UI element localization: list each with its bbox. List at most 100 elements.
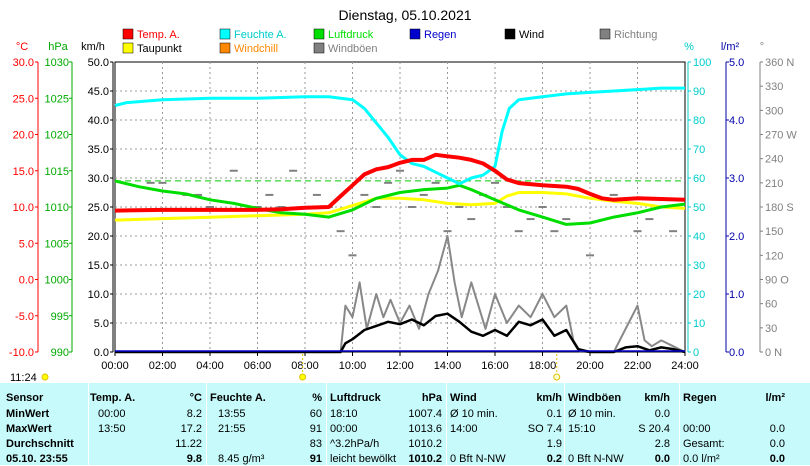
direction-point bbox=[467, 218, 476, 221]
weather-chart: Dienstag, 05.10.2021 Temp. A. Feuchte A. L… bbox=[9, 7, 797, 383]
wind-axis-tick-label: 35.0 bbox=[88, 144, 109, 156]
direction-point bbox=[586, 254, 594, 257]
direction-axis-tick-label: 120 bbox=[765, 250, 783, 262]
direction-point bbox=[372, 206, 381, 208]
table-header-unit-6: l/m² bbox=[765, 392, 785, 404]
direction-axis-tick-label: 0 N bbox=[765, 347, 782, 359]
table-column-separator bbox=[326, 383, 327, 465]
direction-point bbox=[431, 181, 440, 184]
direction-axis-tick-label: 210 bbox=[765, 178, 783, 190]
legend-swatch-5 bbox=[599, 28, 611, 40]
humidity-axis-tick-label: 10 bbox=[693, 318, 705, 330]
x-tick-label: 18:00 bbox=[529, 360, 557, 372]
legend: Temp. A. Feuchte A. Luftdruck Regen Wind Rich… bbox=[122, 28, 657, 55]
humidity-axis-tick-label: 60 bbox=[693, 173, 705, 185]
pressure-axis-tick-label: 1010 bbox=[45, 202, 69, 214]
table-cell-aux: 00:00 bbox=[98, 408, 126, 420]
direction-point bbox=[562, 218, 571, 221]
table-column-separator bbox=[446, 383, 447, 465]
series-wind bbox=[115, 312, 686, 354]
table-cell-value: 0.0 bbox=[654, 453, 670, 465]
pressure-axis-tick-label: 1025 bbox=[45, 93, 69, 105]
direction-point bbox=[633, 230, 642, 233]
legend-swatch-2 bbox=[313, 28, 325, 40]
stats-table: Sensor Temp. A. °C Feuchte A.% Luftdruck hPa W… bbox=[0, 383, 810, 465]
sun-marker bbox=[553, 373, 561, 381]
x-tick-label: 12:00 bbox=[386, 360, 414, 372]
direction-point bbox=[265, 193, 274, 196]
table-cell-value: 1010.2 bbox=[408, 438, 442, 450]
temp-axis-tick-label: 30.0 bbox=[13, 57, 34, 69]
table-header-unit-4: km/h bbox=[536, 392, 562, 404]
humidity-axis-tick-label: 50 bbox=[693, 202, 705, 214]
legend-label-4: Wind bbox=[519, 29, 544, 41]
time-markers bbox=[41, 354, 561, 381]
rain-axis-tick-label: 2.0 bbox=[729, 231, 744, 243]
table-cell-aux: 00:00 bbox=[330, 423, 358, 435]
direction-point bbox=[407, 206, 416, 208]
temp-axis-tick-label: 10.0 bbox=[13, 202, 34, 214]
axis-unit-pressure: hPa bbox=[48, 41, 68, 53]
table-row-label: MinWert bbox=[6, 408, 50, 420]
now-label: 11:24 bbox=[10, 372, 37, 383]
wind-axis-tick-label: 15.0 bbox=[88, 260, 109, 272]
x-tick-label: 08:00 bbox=[291, 360, 319, 372]
table-cell-value: SO 7.4 bbox=[527, 423, 562, 435]
x-tick-label: 10:00 bbox=[339, 360, 367, 372]
wind-axis-tick-label: 5.0 bbox=[94, 318, 109, 330]
direction-point bbox=[645, 218, 654, 221]
rain-axis-tick-label: 4.0 bbox=[729, 115, 744, 127]
table-cell-aux: Ø 10 min. bbox=[568, 408, 616, 420]
direction-point bbox=[669, 230, 678, 233]
legend-label-1: Feuchte A. bbox=[234, 29, 287, 41]
direction-point bbox=[146, 181, 155, 184]
direction-point bbox=[419, 193, 428, 196]
direction-axis-tick-label: 240 bbox=[765, 154, 783, 166]
table-cell-value: 0.0 bbox=[769, 438, 785, 450]
table-cell-aux: 13:50 bbox=[98, 423, 126, 435]
wind-axis-tick-label: 20.0 bbox=[88, 231, 109, 243]
x-tick-label: 22:00 bbox=[624, 360, 652, 372]
direction-point bbox=[502, 206, 511, 208]
humidity-axis-tick-label: 70 bbox=[693, 144, 705, 156]
pressure-axis-tick-label: 1020 bbox=[45, 130, 69, 142]
direction-point bbox=[609, 193, 618, 196]
table-header-2: Feuchte A. bbox=[210, 392, 266, 404]
temp-axis-tick-label: -10.0 bbox=[9, 347, 34, 359]
legend-swatch-8 bbox=[313, 42, 325, 54]
table-cell-value: 91 bbox=[309, 423, 322, 435]
table-cell-value: 1013.6 bbox=[408, 423, 442, 435]
legend-label-5: Richtung bbox=[614, 29, 657, 41]
direction-axis-tick-label: 150 bbox=[765, 226, 783, 238]
x-tick-label: 06:00 bbox=[244, 360, 272, 372]
x-tick-label: 02:00 bbox=[149, 360, 177, 372]
direction-axis-tick-label: 180 S bbox=[765, 202, 794, 214]
direction-point bbox=[312, 193, 321, 196]
legend-label-8: Windböen bbox=[328, 43, 378, 55]
direction-axis-tick-label: 330 bbox=[765, 81, 783, 93]
direction-point bbox=[396, 169, 404, 172]
direction-point bbox=[277, 206, 286, 208]
legend-label-6: Taupunkt bbox=[137, 43, 182, 55]
table-header-0: Sensor bbox=[6, 392, 44, 404]
table-cell-aux: 00:00 bbox=[683, 423, 711, 435]
direction-axis-tick-label: 300 bbox=[765, 105, 783, 117]
legend-swatch-0 bbox=[122, 28, 134, 40]
table-cell-value: 17.2 bbox=[180, 423, 202, 435]
legend-swatch-6 bbox=[122, 42, 134, 54]
axis-unit-rain: l/m² bbox=[721, 41, 740, 53]
table-row-label: 05.10. 23:55 bbox=[6, 453, 68, 465]
table-header-unit-1: °C bbox=[189, 392, 202, 404]
table-row-label: MaxWert bbox=[6, 423, 52, 435]
table-header-5: Windböen bbox=[568, 392, 622, 404]
direction-point bbox=[550, 230, 559, 233]
table-cell-value: 83 bbox=[309, 438, 322, 450]
axis-unit-wind: km/h bbox=[81, 41, 105, 53]
table-cell-aux: ^3.2hPa/h bbox=[330, 438, 380, 450]
table-column-separator bbox=[679, 383, 680, 465]
x-tick-label: 24:00 bbox=[671, 360, 699, 372]
table-cell-value: 0.0 bbox=[654, 408, 670, 420]
rain-axis-tick-label: 0.0 bbox=[729, 347, 744, 359]
x-tick-label: 14:00 bbox=[434, 360, 462, 372]
direction-point bbox=[348, 254, 357, 257]
